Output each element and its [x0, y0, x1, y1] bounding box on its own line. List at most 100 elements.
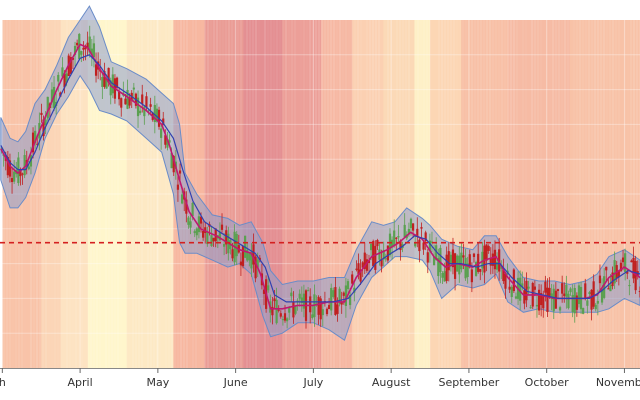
- background-stripe: [285, 20, 287, 368]
- moving-average-line: [0, 54, 640, 303]
- candle-body: [472, 253, 476, 257]
- candle-body: [479, 269, 482, 272]
- background-stripe: [333, 20, 335, 368]
- candle-body: [279, 313, 282, 317]
- candle-body: [495, 261, 499, 270]
- background-stripe: [552, 20, 554, 368]
- background-stripe: [357, 20, 359, 368]
- candle-body: [613, 260, 616, 284]
- candle-body: [535, 304, 539, 307]
- candle-body: [292, 302, 295, 318]
- candle-body: [199, 216, 203, 224]
- candle-body: [565, 284, 568, 297]
- background-stripe: [501, 20, 503, 368]
- candle-body: [348, 295, 352, 306]
- candle-body: [254, 256, 257, 279]
- candle-body: [468, 254, 471, 268]
- candle-body: [632, 257, 635, 279]
- candle-body: [542, 296, 545, 309]
- background-stripe: [396, 20, 398, 368]
- background-stripe: [603, 20, 605, 368]
- background-stripe: [462, 20, 464, 368]
- background-stripe: [486, 20, 488, 368]
- candle-body: [27, 166, 30, 170]
- background-stripe: [234, 20, 236, 368]
- candle-body: [458, 255, 461, 275]
- candle-body: [307, 290, 310, 292]
- candle-body: [369, 243, 373, 251]
- x-tick-label: October: [525, 376, 569, 389]
- candle-body: [409, 218, 413, 229]
- candle-body: [529, 307, 532, 309]
- candle-body: [372, 241, 375, 267]
- candle-body: [235, 233, 238, 257]
- candle-body: [147, 110, 150, 112]
- candle-body: [397, 236, 400, 238]
- candle-body: [145, 96, 148, 108]
- background-stripe: [246, 20, 248, 368]
- candle-body: [294, 306, 297, 314]
- candle-body: [340, 301, 343, 305]
- candle-body: [241, 245, 245, 267]
- background-stripe: [318, 20, 320, 368]
- candle-body: [441, 273, 444, 278]
- background-stripe: [93, 20, 95, 368]
- candle-body: [598, 275, 602, 284]
- candle-body: [351, 274, 354, 284]
- candle-body: [546, 287, 549, 312]
- background-stripe: [240, 20, 242, 368]
- background-stripe: [219, 20, 221, 368]
- candle-body: [65, 73, 68, 83]
- background-stripe: [105, 20, 107, 368]
- candle-body: [619, 262, 623, 272]
- candle-body: [630, 260, 633, 263]
- candle-body: [514, 296, 518, 299]
- candle-body: [118, 91, 121, 100]
- candle-body: [342, 292, 345, 296]
- background-stripe: [450, 20, 452, 368]
- candle-body: [418, 239, 421, 252]
- candle-body: [510, 286, 513, 298]
- candle-body: [483, 245, 486, 273]
- background-stripe: [423, 20, 425, 368]
- candle-body: [275, 299, 278, 324]
- candle-body: [46, 96, 49, 119]
- candle-body: [489, 257, 492, 266]
- background-stripe: [156, 20, 158, 368]
- candle-body: [206, 231, 209, 245]
- background-stripe: [546, 20, 548, 368]
- background-stripe: [597, 20, 599, 368]
- candle-body: [527, 286, 530, 289]
- background-stripe: [477, 20, 479, 368]
- candle-body: [149, 104, 152, 107]
- candle-body: [136, 97, 140, 117]
- background-stripe: [237, 20, 239, 368]
- candle-body: [533, 286, 536, 290]
- background-stripe: [96, 20, 98, 368]
- candle-body: [189, 221, 192, 228]
- candle-body: [617, 271, 620, 278]
- background-stripe: [609, 20, 611, 368]
- background-stripe: [591, 20, 593, 368]
- candle-body: [256, 259, 259, 268]
- candle-body: [596, 300, 599, 304]
- candle-body: [143, 106, 146, 117]
- candle-body: [638, 291, 640, 293]
- candle-body: [426, 252, 429, 263]
- candle-body: [416, 228, 419, 237]
- candle-body: [86, 42, 89, 48]
- candle-body: [432, 256, 436, 266]
- background-stripe: [264, 20, 266, 368]
- x-tick-label: September: [439, 376, 500, 389]
- candle-body: [290, 292, 293, 297]
- background-stripe: [615, 20, 617, 368]
- background-stripe: [111, 20, 113, 368]
- background-stripe: [366, 20, 368, 368]
- candle-body: [88, 36, 91, 53]
- candle-body: [590, 289, 593, 310]
- candle-body: [540, 293, 543, 306]
- background-stripe: [579, 20, 581, 368]
- candle-body: [164, 135, 167, 145]
- candle-body: [239, 261, 243, 266]
- background-stripe: [141, 20, 143, 368]
